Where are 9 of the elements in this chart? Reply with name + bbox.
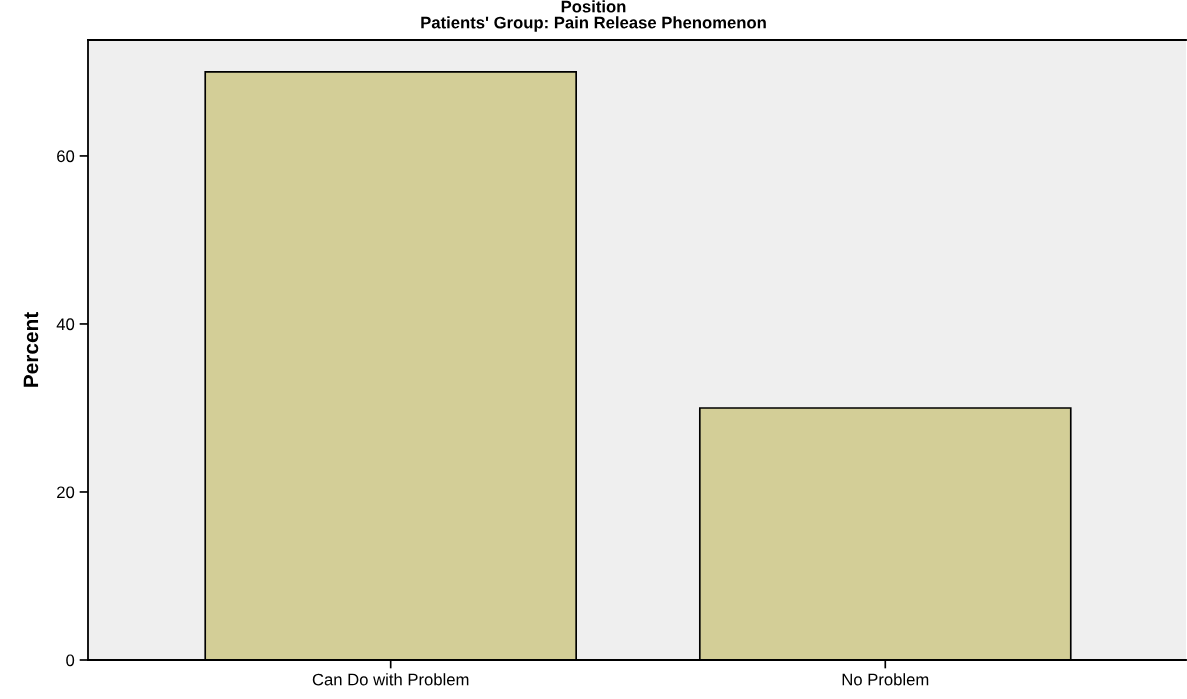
chart-title: Position: [561, 0, 626, 13]
y-tick-label: 20: [57, 486, 75, 499]
x-tick-label: No Problem: [842, 673, 929, 686]
y-tick-label: 40: [56, 318, 75, 331]
y-tick-label: 0: [66, 654, 75, 667]
y-axis-title: Percent: [23, 312, 39, 387]
y-tick-label: 60: [57, 150, 75, 163]
chart-subtitle: Patients' Group: Pain Release Phenomenon: [421, 16, 766, 32]
x-tick-label: Can Do with Problem: [312, 673, 469, 686]
